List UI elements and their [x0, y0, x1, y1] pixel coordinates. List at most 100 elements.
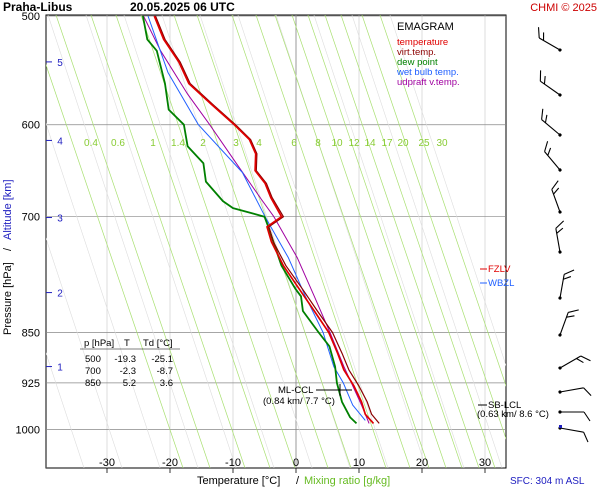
mixing-ratio-line	[46, 63, 184, 468]
adiabat-line	[123, 15, 275, 468]
mixing-ratio-line	[115, 15, 271, 468]
table-header-p: p [hPa]	[84, 338, 114, 349]
legend-dew-point: dew point	[397, 57, 438, 68]
ml-ccl-label: ML-CCL	[278, 385, 313, 396]
legend-updraft: udpraft v.temp.	[397, 77, 460, 88]
wind-barb	[558, 309, 579, 337]
x-axis-sep: /	[296, 475, 300, 487]
adiabat-line	[0, 15, 8, 468]
mixing-ratio-label: 30	[436, 138, 448, 149]
station-name: Praha-Libus	[3, 0, 73, 14]
wind-barb	[539, 70, 562, 97]
x-tick-label: 10	[353, 457, 365, 469]
mixing-ratio-line	[379, 15, 506, 387]
x-axis-label-mixing: Mixing ratio [g/kg]	[304, 475, 390, 487]
table-cell: 3.6	[160, 378, 173, 389]
table-header-td: Td [°C]	[143, 338, 173, 349]
altitude-tick-label: 5	[57, 58, 63, 69]
grid	[0, 15, 506, 468]
x-axis-label-temp: Temperature [°C]	[197, 475, 280, 487]
mixing-ratio-label: 1.4	[171, 138, 185, 149]
y-tick-label: 925	[22, 378, 40, 390]
sb-lcl-label: SB-LCL	[488, 400, 521, 411]
mixing-ratio-line	[255, 15, 411, 468]
fzlv-label: FZLV	[488, 264, 511, 275]
copyright: CHMI © 2025	[530, 2, 597, 14]
mixing-ratio-line	[173, 15, 329, 468]
adiabat-line	[351, 15, 503, 468]
table-cell: 700	[85, 366, 101, 377]
mixing-ratio-label: 25	[418, 138, 430, 149]
legend-temperature: temperature	[397, 37, 448, 48]
mixing-ratio-line	[90, 15, 246, 468]
datetime: 20.05.2025 06 UTC	[130, 0, 235, 14]
table-cell: 500	[85, 354, 101, 365]
mixing-ratio-label: 14	[364, 138, 376, 149]
altitude-tick-label: 4	[57, 136, 63, 147]
adiabat-line	[46, 122, 161, 468]
wind-barb	[558, 410, 591, 422]
mixing-ratio-label: 20	[397, 138, 409, 149]
mixing-ratio-line	[324, 15, 480, 468]
axis-ticks: 0.4 0.6 1 1.4 2 3 4 6 8 10 12 14 17 20 25 30-30 -20 -10 0 1…	[16, 11, 491, 473]
mixing-ratio-label: 8	[315, 138, 321, 149]
mixing-ratio-label: 12	[348, 138, 360, 149]
sfc-label: SFC: 304 m ASL	[510, 476, 585, 487]
wind-barb	[544, 141, 562, 172]
series-group	[142, 15, 380, 425]
series-line-temperature	[153, 15, 375, 424]
surface-marker	[559, 425, 562, 428]
wind-barb	[537, 27, 562, 52]
mixing-ratio-label: 6	[291, 138, 297, 149]
mixing-ratio-label: 1	[150, 138, 156, 149]
table-cell: 850	[85, 378, 101, 389]
sb-lcl-sub: (0.63 km/ 8.6 °C)	[477, 409, 549, 420]
wbzl-label: WBZL	[488, 278, 514, 289]
mixing-ratio-line	[361, 15, 506, 440]
mixing-ratio-label: 17	[381, 138, 393, 149]
x-tick-label: 20	[416, 457, 428, 469]
y-tick-label: 850	[22, 327, 40, 339]
legend-wet-bulb: wet bulb temp.	[396, 67, 459, 78]
mixing-ratio-lines	[46, 15, 506, 468]
altitude-tick-label: 2	[57, 289, 63, 300]
mixing-ratio-label: 0.4	[84, 138, 98, 149]
table-cell: -8.7	[157, 366, 173, 377]
x-tick-label: 30	[479, 457, 491, 469]
wind-barb	[558, 355, 591, 370]
table-header-t: T	[124, 338, 130, 349]
wind-barbs	[537, 27, 592, 443]
wind-barb	[551, 180, 562, 214]
table-cell: -2.3	[120, 366, 136, 377]
altitude-tick-label: 3	[57, 214, 63, 225]
adiabat-line	[46, 237, 123, 468]
legend-title: EMAGRAM	[397, 21, 454, 33]
adiabat-line	[237, 15, 389, 468]
y-tick-label: 500	[22, 11, 40, 23]
wind-barb	[558, 269, 575, 300]
x-tick-label: 0	[293, 457, 299, 469]
wind-barb	[541, 108, 562, 137]
mixing-ratio-line	[274, 15, 430, 468]
y-axis-label-altitude: Altitude [km]	[2, 179, 14, 240]
wind-barb	[555, 220, 565, 254]
mixing-ratio-line	[291, 15, 447, 468]
ml-ccl-sub: (0.84 km/ 7.7 °C)	[263, 396, 335, 407]
y-tick-label: 700	[22, 212, 40, 224]
mixing-ratio-label: 4	[256, 138, 262, 149]
mixing-ratio-label: 3	[233, 138, 239, 149]
table-cell: -25.1	[151, 354, 173, 365]
mixing-ratio-line	[340, 15, 496, 468]
y-tick-label: 1000	[16, 424, 40, 436]
y-axis-sep: /	[2, 247, 14, 251]
adiabat-line	[47, 15, 199, 468]
adiabat-line	[161, 15, 313, 468]
x-tick-label: -30	[99, 457, 115, 469]
wind-barb	[558, 426, 589, 443]
adiabat-line	[46, 467, 47, 468]
mixing-ratio-label: 2	[200, 138, 206, 149]
x-tick-label: -10	[225, 457, 241, 469]
x-tick-label: -20	[162, 457, 178, 469]
table-cell: 5.2	[123, 378, 136, 389]
